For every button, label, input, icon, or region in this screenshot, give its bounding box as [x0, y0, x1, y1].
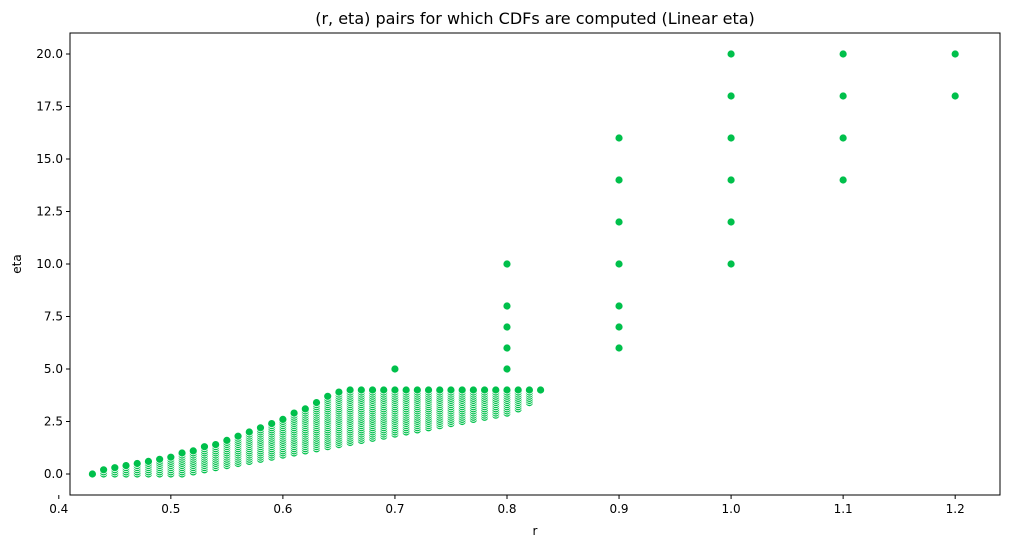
data-point — [211, 440, 221, 450]
data-point — [726, 175, 736, 185]
data-point — [412, 385, 422, 395]
chart-title: (r, eta) pairs for which CDFs are comput… — [315, 9, 755, 28]
data-point — [233, 431, 243, 441]
data-point — [144, 456, 153, 466]
data-point — [312, 398, 321, 408]
data-point — [614, 343, 624, 353]
data-point — [368, 385, 377, 395]
data-point — [614, 259, 624, 269]
y-tick-label: 7.5 — [44, 310, 63, 324]
data-point — [614, 217, 624, 227]
data-point — [401, 385, 411, 395]
data-point — [166, 452, 176, 462]
data-point — [267, 419, 277, 429]
x-tick-label: 1.0 — [722, 502, 741, 516]
y-tick-label: 10.0 — [36, 257, 63, 271]
y-tick-label: 12.5 — [36, 205, 63, 219]
data-point — [390, 364, 400, 374]
data-point — [502, 364, 512, 374]
data-point — [491, 385, 501, 395]
x-tick-label: 0.7 — [385, 502, 404, 516]
x-tick-label: 1.1 — [834, 502, 853, 516]
data-point — [278, 414, 288, 424]
data-point — [88, 469, 97, 479]
data-point — [838, 175, 848, 185]
data-point — [289, 408, 299, 418]
data-point — [323, 391, 333, 401]
plot-frame — [69, 32, 1001, 496]
x-tick-label: 0.5 — [161, 502, 180, 516]
data-point — [155, 454, 165, 464]
x-tick-label: 0.4 — [49, 502, 68, 516]
data-point — [390, 385, 400, 395]
data-point — [110, 463, 120, 473]
data-point — [950, 49, 960, 59]
data-point — [950, 91, 960, 101]
y-tick-label: 17.5 — [36, 100, 63, 114]
plot-area — [69, 32, 1001, 496]
data-point — [502, 343, 512, 353]
y-tick-label: 0.0 — [44, 467, 63, 481]
data-point — [222, 435, 232, 445]
x-tick-label: 0.9 — [609, 502, 628, 516]
data-point — [614, 175, 624, 185]
data-point — [726, 91, 736, 101]
x-axis: 0.4 0.5 0.6 0.7 0.8 0.9 1.0 1.1 1.2 — [49, 495, 965, 516]
data-point — [480, 385, 489, 395]
data-point — [614, 322, 624, 332]
data-point — [838, 133, 848, 143]
data-point — [424, 385, 433, 395]
data-point — [524, 385, 534, 395]
data-point — [256, 423, 265, 433]
y-tick-label: 5.0 — [44, 362, 63, 376]
data-point — [513, 385, 523, 395]
data-point — [726, 49, 736, 59]
data-point — [435, 385, 445, 395]
data-point — [188, 446, 198, 456]
data-point — [177, 448, 187, 458]
data-points — [88, 49, 960, 479]
data-point — [502, 385, 512, 395]
x-tick-label: 0.6 — [273, 502, 292, 516]
data-point — [99, 465, 109, 475]
data-point — [726, 133, 736, 143]
y-tick-label: 2.5 — [44, 415, 63, 429]
data-point — [334, 387, 344, 397]
data-point — [502, 301, 512, 311]
data-point — [726, 217, 736, 227]
data-point — [614, 301, 624, 311]
y-tick-label: 20.0 — [36, 47, 63, 61]
data-point — [446, 385, 456, 395]
data-point — [121, 461, 131, 471]
y-axis: 0.0 2.5 5.0 7.5 10.0 12.5 15.0 17.5 20.0 — [36, 47, 70, 481]
x-tick-label: 1.2 — [946, 502, 965, 516]
data-point — [726, 259, 736, 269]
x-axis-label: r — [533, 524, 538, 538]
data-point — [457, 385, 467, 395]
y-tick-label: 15.0 — [36, 152, 63, 166]
data-point — [502, 259, 512, 269]
data-point — [300, 404, 310, 414]
data-point — [502, 322, 512, 332]
data-point — [536, 385, 546, 395]
data-point — [379, 385, 389, 395]
data-point — [614, 133, 624, 143]
data-point — [345, 385, 355, 395]
x-tick-label: 0.8 — [497, 502, 516, 516]
data-point — [356, 385, 366, 395]
data-point — [132, 459, 142, 468]
data-point — [244, 427, 254, 437]
data-point — [200, 442, 209, 452]
data-point — [838, 91, 848, 101]
y-axis-label: eta — [10, 254, 24, 273]
data-point — [838, 49, 848, 59]
data-point — [468, 385, 478, 395]
